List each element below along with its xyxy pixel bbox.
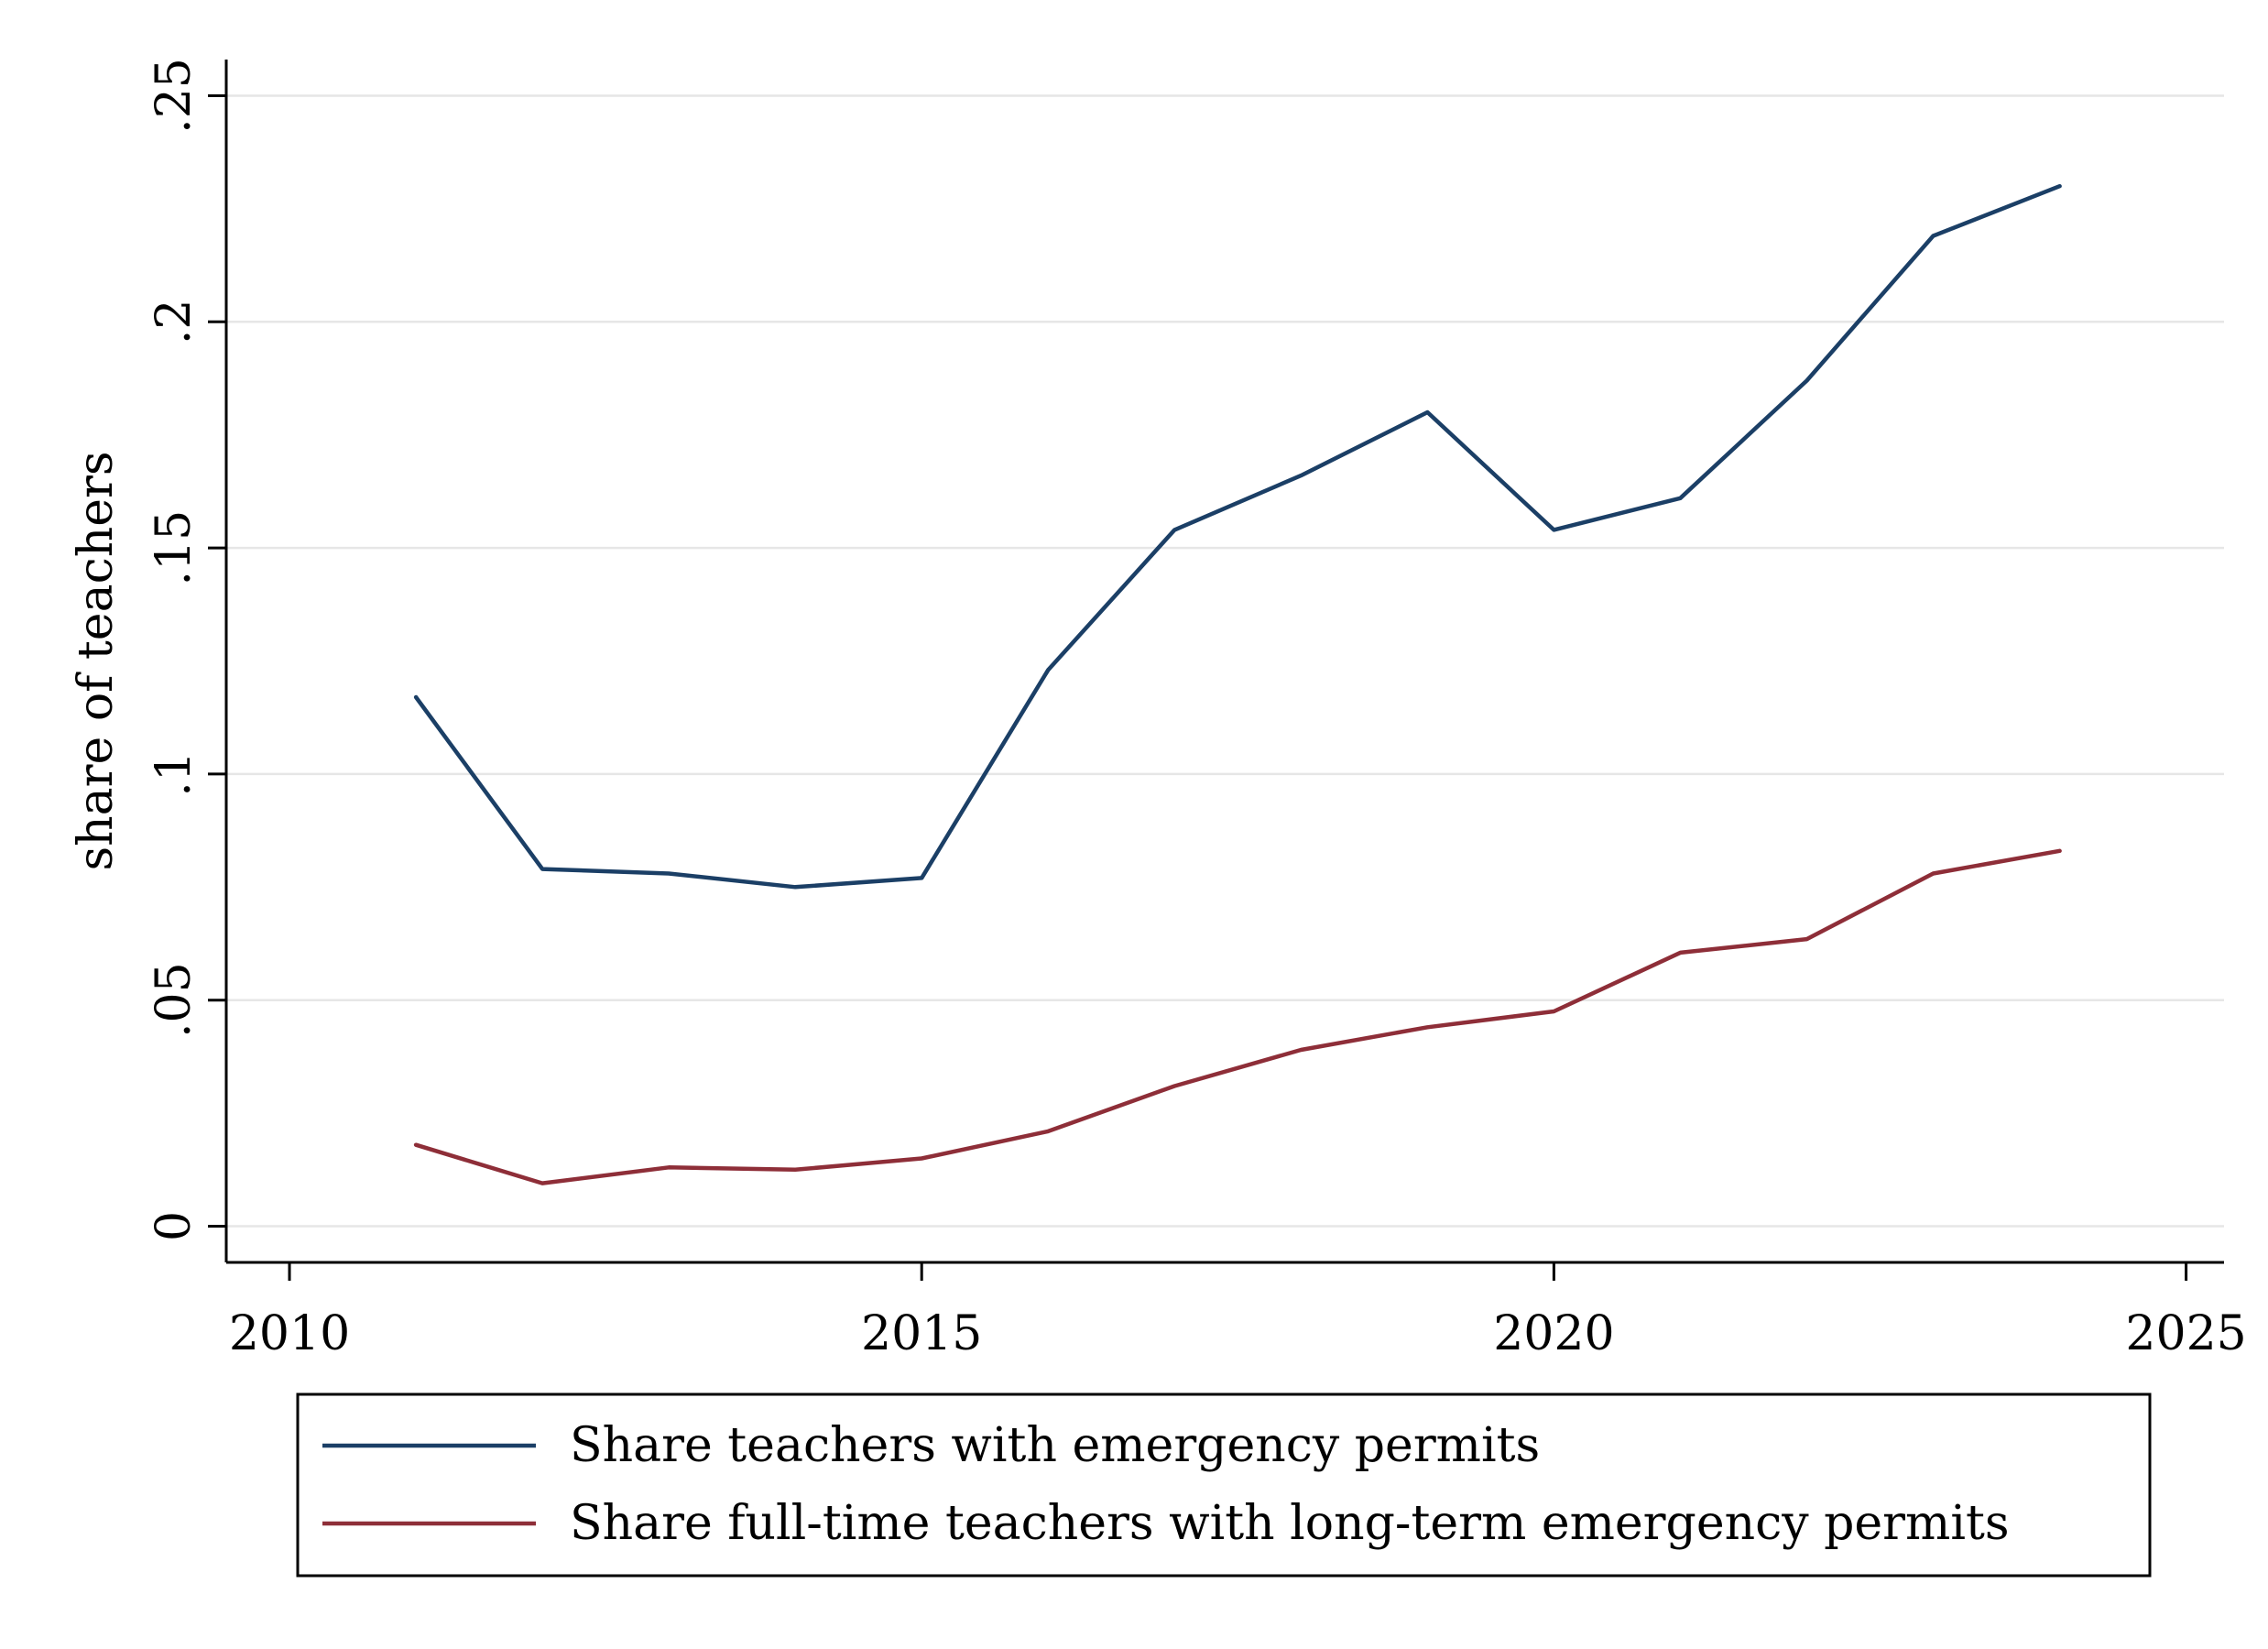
x-tick-label-2: 2020 — [1493, 1306, 1614, 1361]
legend-label-1: Share full-time teachers with long-term … — [570, 1496, 2010, 1551]
y-axis-title: share of teachers — [69, 451, 124, 870]
y-tick-label-5: .25 — [147, 58, 202, 134]
x-tick-label-3: 2025 — [2125, 1306, 2246, 1361]
x-tick-label-1: 2015 — [861, 1306, 982, 1361]
series-line-1 — [413, 848, 2062, 1185]
legend-label-0: Share teachers with emergency permits — [570, 1418, 1540, 1473]
gridlines — [226, 94, 2224, 1228]
y-tick-label-1: .05 — [147, 962, 202, 1038]
axes — [208, 60, 2224, 1281]
series-lines — [413, 183, 2062, 1185]
y-tick-label-0: 0 — [147, 1211, 202, 1241]
tick-labels: 0 .05 .1 .15 .2 .25 2010 2015 2020 2025 — [147, 58, 2247, 1361]
series-line-0 — [413, 183, 2062, 890]
legend-box — [296, 1392, 2152, 1578]
y-tick-label-3: .15 — [147, 510, 202, 586]
legend: Share teachers with emergency permits Sha… — [296, 1392, 2152, 1578]
y-tick-label-2: .1 — [147, 751, 202, 797]
y-tick-label-4: .2 — [147, 299, 202, 344]
x-tick-label-0: 2010 — [229, 1306, 350, 1361]
